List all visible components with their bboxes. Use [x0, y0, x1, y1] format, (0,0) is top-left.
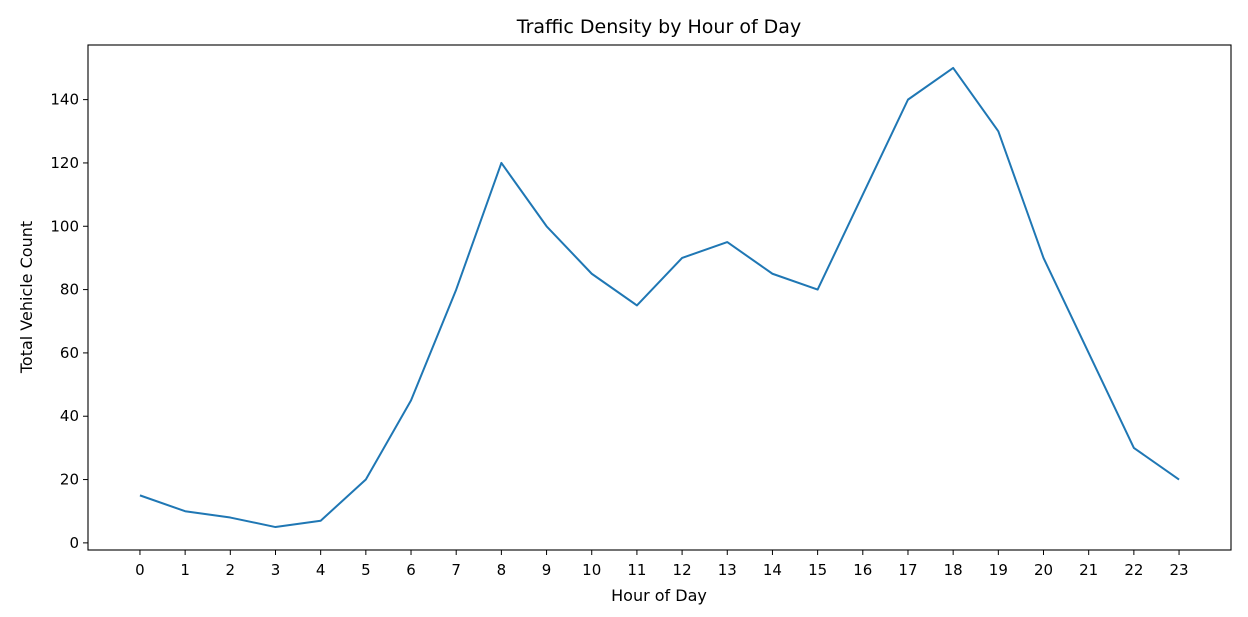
x-tick-label: 14 [763, 561, 782, 579]
x-tick-label: 19 [989, 561, 1008, 579]
y-tick-label: 100 [50, 217, 79, 235]
chart-title: Traffic Density by Hour of Day [516, 16, 801, 38]
x-tick-label: 11 [627, 561, 646, 579]
y-tick-label: 40 [60, 407, 79, 425]
x-tick-label: 5 [361, 561, 371, 579]
x-tick-label: 8 [497, 561, 507, 579]
x-tick-label: 23 [1169, 561, 1188, 579]
x-tick-label: 16 [853, 561, 872, 579]
x-axis: 0 1 2 3 4 5 6 7 8 9 10 11 12 13 14 15 16 17 18 19 20 21 22 23 [135, 550, 1189, 579]
y-tick-label: 140 [50, 91, 79, 109]
y-tick-label: 0 [69, 534, 79, 552]
x-tick-label: 3 [271, 561, 281, 579]
y-tick-label: 120 [50, 154, 79, 172]
x-tick-label: 9 [542, 561, 552, 579]
plot-area [139, 66, 1180, 529]
axes-frame [87, 44, 1232, 551]
y-axis-label: Total Vehicle Count [17, 221, 36, 374]
x-tick-label: 15 [808, 561, 827, 579]
x-tick-label: 13 [718, 561, 737, 579]
y-axis: 0 20 40 60 80 100 120 140 [50, 91, 88, 552]
y-tick-label: 80 [60, 281, 79, 299]
x-tick-label: 18 [944, 561, 963, 579]
x-tick-label: 22 [1124, 561, 1143, 579]
y-tick-label: 20 [60, 471, 79, 489]
x-tick-label: 12 [673, 561, 692, 579]
x-axis-label: Hour of Day [611, 586, 707, 605]
x-tick-label: 10 [582, 561, 601, 579]
x-tick-label: 4 [316, 561, 326, 579]
y-tick-label: 60 [60, 344, 79, 362]
x-tick-label: 1 [180, 561, 190, 579]
x-tick-label: 20 [1034, 561, 1053, 579]
x-tick-label: 0 [135, 561, 145, 579]
x-tick-label: 2 [226, 561, 236, 579]
x-tick-label: 7 [451, 561, 461, 579]
x-tick-label: 21 [1079, 561, 1098, 579]
series-line-0 [139, 66, 1180, 529]
x-tick-label: 17 [898, 561, 917, 579]
x-tick-label: 6 [406, 561, 416, 579]
